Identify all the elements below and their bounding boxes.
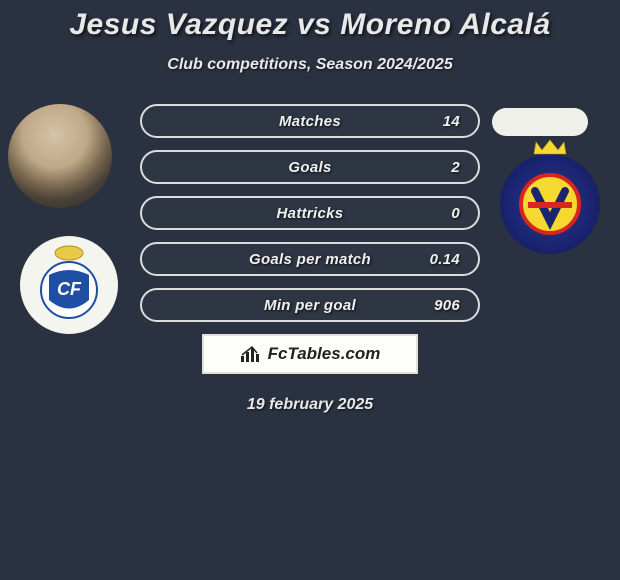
stat-label: Min per goal: [264, 297, 356, 314]
brand-name: FcTables.com: [268, 344, 381, 364]
badge-inner: [519, 173, 581, 235]
comparison-card: Jesus Vazquez vs Moreno Alcalá Club comp…: [0, 0, 620, 414]
season-subtitle: Club competitions, Season 2024/2025: [0, 56, 620, 74]
svg-text:CF: CF: [57, 279, 82, 299]
stat-row-goals: Goals 2: [140, 150, 480, 184]
stat-label: Matches: [279, 113, 341, 130]
stats-area: CF Matches 14 Goals: [0, 104, 620, 322]
shield-icon: CF: [34, 245, 104, 325]
club-badge-left: CF: [20, 236, 118, 334]
brand-box[interactable]: FcTables.com: [202, 334, 418, 374]
stat-label: Goals per match: [249, 251, 371, 268]
stat-row-goals-per-match: Goals per match 0.14: [140, 242, 480, 276]
club-badge-right: [500, 154, 600, 254]
stat-row-hattricks: Hattricks 0: [140, 196, 480, 230]
stat-right-value: 0.14: [430, 251, 460, 268]
player-photo-right: [492, 108, 588, 136]
stat-row-matches: Matches 14: [140, 104, 480, 138]
stat-right-value: 14: [443, 113, 460, 130]
player-photo-left: [8, 104, 112, 208]
page-title: Jesus Vazquez vs Moreno Alcalá: [0, 8, 620, 42]
date-line: 19 february 2025: [0, 396, 620, 414]
stat-right-value: 0: [451, 205, 460, 222]
stat-label: Goals: [288, 159, 331, 176]
crown-icon: [532, 138, 568, 156]
stat-right-value: 906: [434, 297, 460, 314]
stat-label: Hattricks: [277, 205, 344, 222]
stat-right-value: 2: [451, 159, 460, 176]
stat-row-min-per-goal: Min per goal 906: [140, 288, 480, 322]
bar-chart-icon: [240, 345, 262, 363]
stats-rows: Matches 14 Goals 2 Hattricks 0 Goals per…: [140, 104, 480, 322]
